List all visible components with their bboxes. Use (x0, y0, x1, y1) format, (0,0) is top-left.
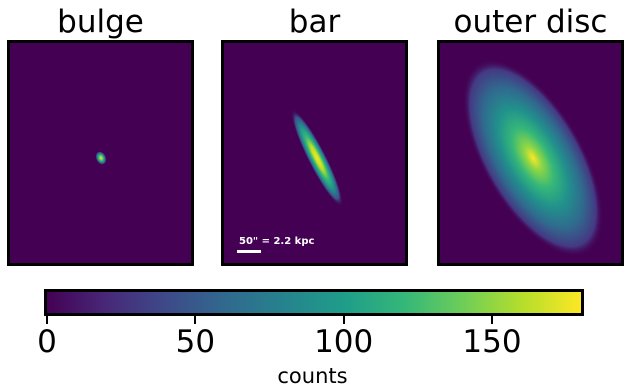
panel-bulge (7, 40, 194, 266)
colorbar-tick-mark (491, 316, 493, 324)
colorbar-tick-label: 0 (37, 324, 57, 360)
colorbar-tick-label: 150 (462, 324, 522, 360)
colorbar (44, 289, 584, 316)
outer-disc-component (463, 59, 603, 257)
bulge-component (95, 151, 107, 165)
panel-outer-disc (437, 40, 624, 266)
outer-disc-image (463, 59, 603, 257)
colorbar-label: counts (277, 364, 348, 388)
bar-component (291, 109, 343, 207)
panel-bar: 50" = 2.2 kpc (221, 40, 408, 266)
bar-image (291, 109, 343, 207)
scalebar-label: 50" = 2.2 kpc (239, 236, 315, 247)
colorbar-tick-label: 100 (314, 324, 374, 360)
panel-title-bar: bar (288, 4, 341, 40)
bulge-image (95, 151, 107, 165)
colorbar-tick-label: 50 (175, 324, 216, 360)
panel-title-outer-disc: outer disc (453, 4, 608, 40)
panel-title-bulge: bulge (57, 4, 144, 40)
colorbar-tick-mark (46, 316, 48, 324)
scalebar (237, 250, 261, 253)
colorbar-tick-mark (342, 316, 345, 324)
colorbar-tick-mark (194, 316, 197, 324)
